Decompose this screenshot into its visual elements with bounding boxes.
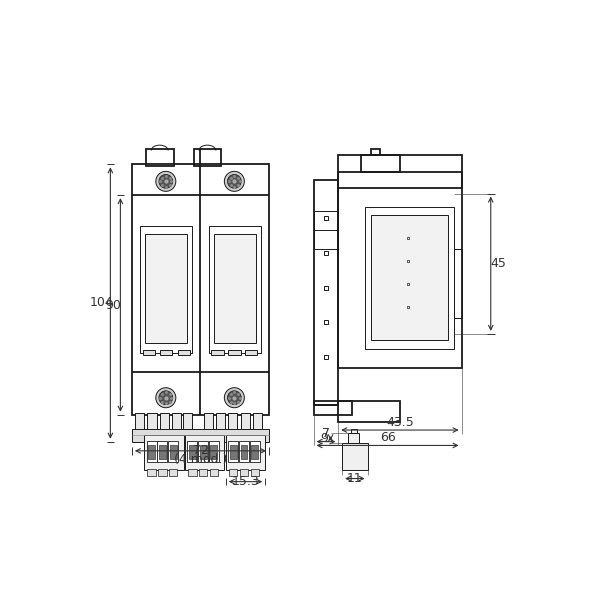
Bar <box>172 413 181 430</box>
Bar <box>226 436 265 470</box>
Bar <box>145 234 187 343</box>
Bar <box>241 445 247 460</box>
Bar <box>239 441 249 463</box>
Bar <box>230 445 236 460</box>
Text: 43.5: 43.5 <box>386 416 414 429</box>
Bar <box>314 211 338 249</box>
Bar <box>210 469 218 476</box>
Bar <box>148 445 155 460</box>
Bar <box>146 441 157 463</box>
Bar <box>253 413 262 430</box>
Bar <box>140 226 192 353</box>
Bar <box>169 469 178 476</box>
Bar <box>185 436 224 470</box>
Bar <box>251 469 259 476</box>
Bar <box>350 428 357 433</box>
Bar <box>349 433 359 443</box>
Polygon shape <box>146 149 173 166</box>
Bar <box>314 401 352 415</box>
Bar <box>251 445 258 460</box>
Bar <box>198 441 208 463</box>
Bar <box>250 441 260 463</box>
Bar <box>183 413 192 430</box>
Bar <box>214 234 256 343</box>
Bar <box>188 469 197 476</box>
Bar <box>342 443 368 470</box>
Circle shape <box>159 175 173 188</box>
Bar <box>338 401 400 422</box>
Text: 104: 104 <box>90 296 114 310</box>
Bar <box>211 350 224 355</box>
Circle shape <box>156 172 176 191</box>
Circle shape <box>227 175 241 188</box>
Bar <box>228 413 238 430</box>
Circle shape <box>224 388 244 408</box>
Bar <box>157 441 167 463</box>
Bar <box>371 149 380 155</box>
Polygon shape <box>194 149 221 166</box>
Bar <box>365 207 454 349</box>
Text: 72: 72 <box>193 445 208 457</box>
Bar <box>159 445 166 460</box>
Bar <box>229 469 238 476</box>
Bar <box>168 441 178 463</box>
Bar <box>143 350 155 355</box>
Bar <box>314 180 338 404</box>
Bar <box>228 350 241 355</box>
Bar <box>203 413 213 430</box>
Bar <box>228 441 238 463</box>
Bar <box>158 469 167 476</box>
Text: 45: 45 <box>491 257 506 270</box>
Bar <box>189 445 196 460</box>
Bar <box>216 413 225 430</box>
Bar <box>160 413 169 430</box>
Bar <box>454 249 461 319</box>
Text: 15.3: 15.3 <box>231 475 259 488</box>
Bar <box>361 155 400 172</box>
Bar <box>199 469 208 476</box>
Circle shape <box>159 391 173 404</box>
Bar <box>209 226 260 353</box>
Bar <box>241 413 250 430</box>
Bar <box>135 413 144 430</box>
Text: 66: 66 <box>380 431 395 444</box>
Bar <box>200 445 206 460</box>
Bar <box>148 469 156 476</box>
Bar <box>144 436 184 470</box>
Bar <box>160 350 172 355</box>
Bar <box>211 445 217 460</box>
Text: 11: 11 <box>347 472 362 485</box>
Bar <box>187 441 197 463</box>
Circle shape <box>227 391 241 404</box>
Circle shape <box>156 388 176 408</box>
Bar <box>371 215 448 340</box>
Text: 9: 9 <box>320 431 328 445</box>
Text: (4 mod.): (4 mod.) <box>174 453 227 466</box>
Bar <box>240 469 248 476</box>
Bar <box>132 164 269 415</box>
Bar <box>245 350 257 355</box>
Circle shape <box>224 172 244 191</box>
Bar <box>170 445 176 460</box>
Text: 90: 90 <box>105 299 121 312</box>
Text: 7: 7 <box>322 427 330 440</box>
Bar <box>148 413 157 430</box>
Bar <box>338 155 461 187</box>
Bar <box>132 428 269 442</box>
Bar <box>338 172 461 368</box>
Bar <box>209 441 219 463</box>
Bar <box>178 350 190 355</box>
